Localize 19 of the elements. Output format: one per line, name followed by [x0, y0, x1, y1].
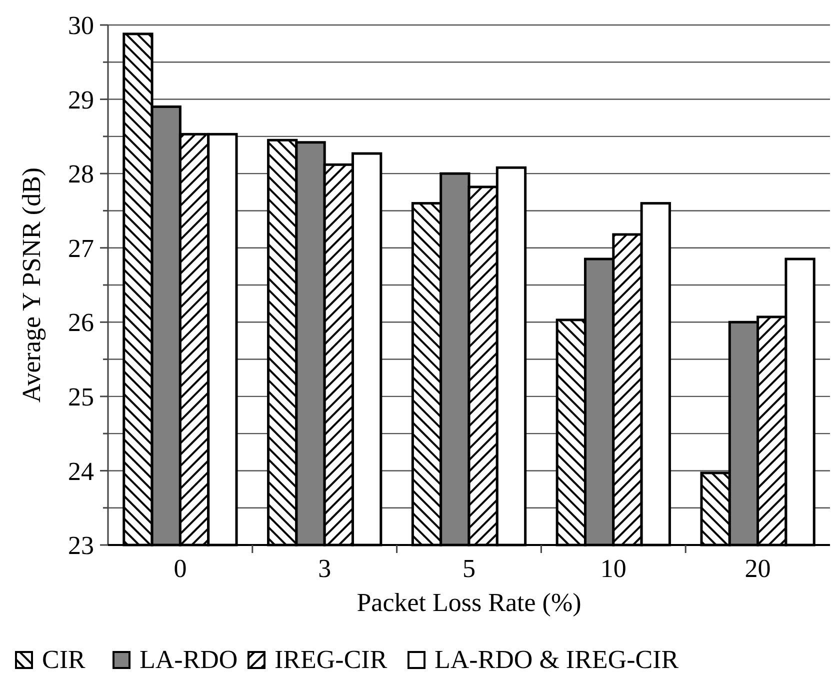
legend-label: IREG-CIR — [274, 645, 388, 674]
x-tick-label: 20 — [744, 554, 771, 583]
y-tick-label: 28 — [68, 160, 94, 189]
x-tick-label: 3 — [318, 554, 332, 583]
y-tick-label: 27 — [68, 234, 94, 263]
y-tick-label: 24 — [68, 456, 94, 486]
legend-label: LA-RDO — [140, 645, 238, 674]
y-tick-label: 25 — [68, 382, 94, 412]
x-tick-label: 5 — [462, 554, 476, 583]
y-axis-title: Average Y PSNR (dB) — [17, 167, 46, 403]
x-tick-label: 0 — [174, 554, 187, 583]
y-tick-label: 26 — [68, 308, 94, 338]
y-tick-label: 30 — [68, 11, 94, 40]
x-axis-title: Packet Loss Rate (%) — [356, 588, 582, 617]
legend-label: LA-RDO & IREG-CIR — [434, 645, 680, 674]
legend-label: CIR — [42, 645, 86, 674]
x-tick-label: 10 — [600, 554, 626, 583]
y-tick-label: 29 — [68, 85, 94, 114]
y-tick-label: 23 — [68, 531, 94, 560]
